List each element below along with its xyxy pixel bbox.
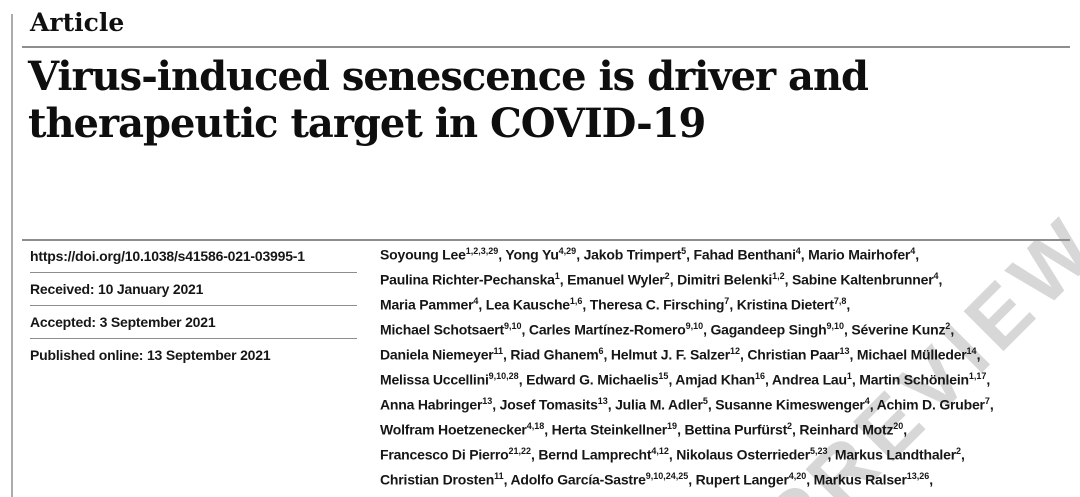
- affiliation-superscript: 6: [598, 345, 604, 356]
- affiliation-superscript: 5: [681, 246, 687, 256]
- affiliation-superscript: 1,3: [709, 496, 722, 497]
- author-line: Anna Habringer13, Josef Tomasits13, Juli…: [380, 395, 994, 413]
- affiliation-superscript: 13: [839, 345, 850, 356]
- affiliation-superscript: 2: [955, 445, 961, 456]
- affiliation-superscript: 1,17: [968, 370, 987, 381]
- affiliation-superscript: 11: [493, 345, 504, 356]
- header-divider: [22, 239, 1070, 241]
- author-line: Christian Drosten11, Adolfo García-Sastr…: [380, 470, 933, 488]
- affiliation-superscript: 16: [754, 370, 765, 381]
- affiliation-superscript: 1,2,3,29: [465, 246, 499, 256]
- affiliation-superscript: 7,8: [833, 295, 847, 306]
- affiliation-superscript: 1: [584, 496, 589, 497]
- author-line: Maria Pammer4, Lea Kausche1,6, Theresa C…: [380, 295, 851, 313]
- author-line: Paulina Richter-Pechanska1, Emanuel Wyle…: [380, 270, 943, 288]
- affiliation-superscript: 20: [893, 420, 904, 431]
- affiliation-superscript: 9,10,28: [488, 370, 519, 381]
- affiliation-superscript: 4,29: [558, 246, 577, 256]
- affiliation-superscript: 2: [664, 270, 670, 281]
- article-kicker: Article: [30, 8, 125, 37]
- title-line-1: Virus-induced senescence is driver and: [28, 53, 869, 100]
- affiliation-superscript: 1: [846, 370, 852, 381]
- published-date: Published online: 13 September 2021: [30, 347, 271, 363]
- affiliation-superscript: 4,18: [526, 420, 545, 431]
- affiliation-superscript: 19: [667, 420, 678, 431]
- author-line: Roland Eils27, Maurice Reimann1, Dorothy…: [380, 491, 994, 497]
- affiliation-superscript: 1,2: [772, 270, 785, 281]
- left-margin-rule: [11, 14, 13, 497]
- affiliation-superscript: 9,10: [504, 320, 522, 331]
- author-line: Francesco Di Pierro21,22, Bernd Lamprech…: [380, 445, 965, 463]
- affiliation-superscript: 4,12: [651, 445, 669, 456]
- kicker-divider: [22, 46, 1070, 48]
- affiliation-superscript: 1,2,3,4,6: [866, 496, 901, 497]
- affiliation-superscript: 13,26: [906, 470, 930, 481]
- author-line: Daniela Niemeyer11, Riad Ghanem6, Helmut…: [380, 345, 981, 363]
- author-line: Soyoung Lee1,2,3,29, Yong Yu4,29, Jakob …: [380, 246, 919, 263]
- title-line-2: therapeutic target in COVID-19: [28, 100, 706, 147]
- affiliation-superscript: 9,10: [685, 320, 704, 331]
- affiliation-superscript: 4: [864, 395, 870, 406]
- article-meta: https://doi.org/10.1038/s41586-021-03995…: [30, 240, 357, 371]
- affiliation-superscript: 12: [730, 345, 741, 356]
- affiliation-superscript: 11: [494, 470, 504, 481]
- accepted-date: Accepted: 3 September 2021: [30, 306, 357, 339]
- affiliation-superscript: 4: [473, 295, 479, 306]
- affiliation-superscript: 7: [724, 295, 730, 306]
- affiliation-superscript: 2: [787, 420, 793, 431]
- doi-link[interactable]: https://doi.org/10.1038/s41586-021-03995…: [30, 240, 357, 273]
- affiliation-superscript: 13: [482, 395, 493, 406]
- affiliation-superscript: 4: [933, 270, 939, 281]
- affiliation-superscript: 15: [658, 370, 669, 381]
- author-line: Wolfram Hoetzenecker4,18, Herta Steinkel…: [380, 420, 907, 438]
- article-title: Virus-induced senescence is driver and th…: [28, 53, 869, 147]
- affiliation-superscript: 5: [702, 395, 708, 406]
- affiliation-superscript: 7: [984, 395, 990, 406]
- affiliation-superscript: 13: [597, 395, 608, 406]
- affiliation-superscript: 2: [945, 320, 951, 331]
- affiliation-superscript: 5,23: [809, 445, 828, 456]
- author-line: Melissa Uccellini9,10,28, Edward G. Mich…: [380, 370, 991, 388]
- affiliation-superscript: 9,10,24,25: [645, 470, 689, 481]
- affiliation-superscript: 27: [454, 496, 464, 497]
- affiliation-superscript: 1: [554, 270, 560, 281]
- affiliation-superscript: 4: [910, 246, 916, 256]
- author-list: Soyoung Lee1,2,3,29, Yong Yu4,29, Jakob …: [380, 241, 994, 497]
- affiliation-superscript: 9,10: [826, 320, 845, 331]
- author-line: Michael Schotsaert9,10, Carles Martínez-…: [380, 320, 955, 338]
- affiliation-superscript: 4: [795, 246, 801, 256]
- received-date: Received: 10 January 2021: [30, 273, 357, 306]
- affiliation-superscript: 21,22: [508, 445, 532, 456]
- affiliation-superscript: 14: [966, 345, 977, 356]
- affiliation-superscript: 4,20: [788, 470, 807, 481]
- affiliation-superscript: 1,6: [569, 295, 583, 306]
